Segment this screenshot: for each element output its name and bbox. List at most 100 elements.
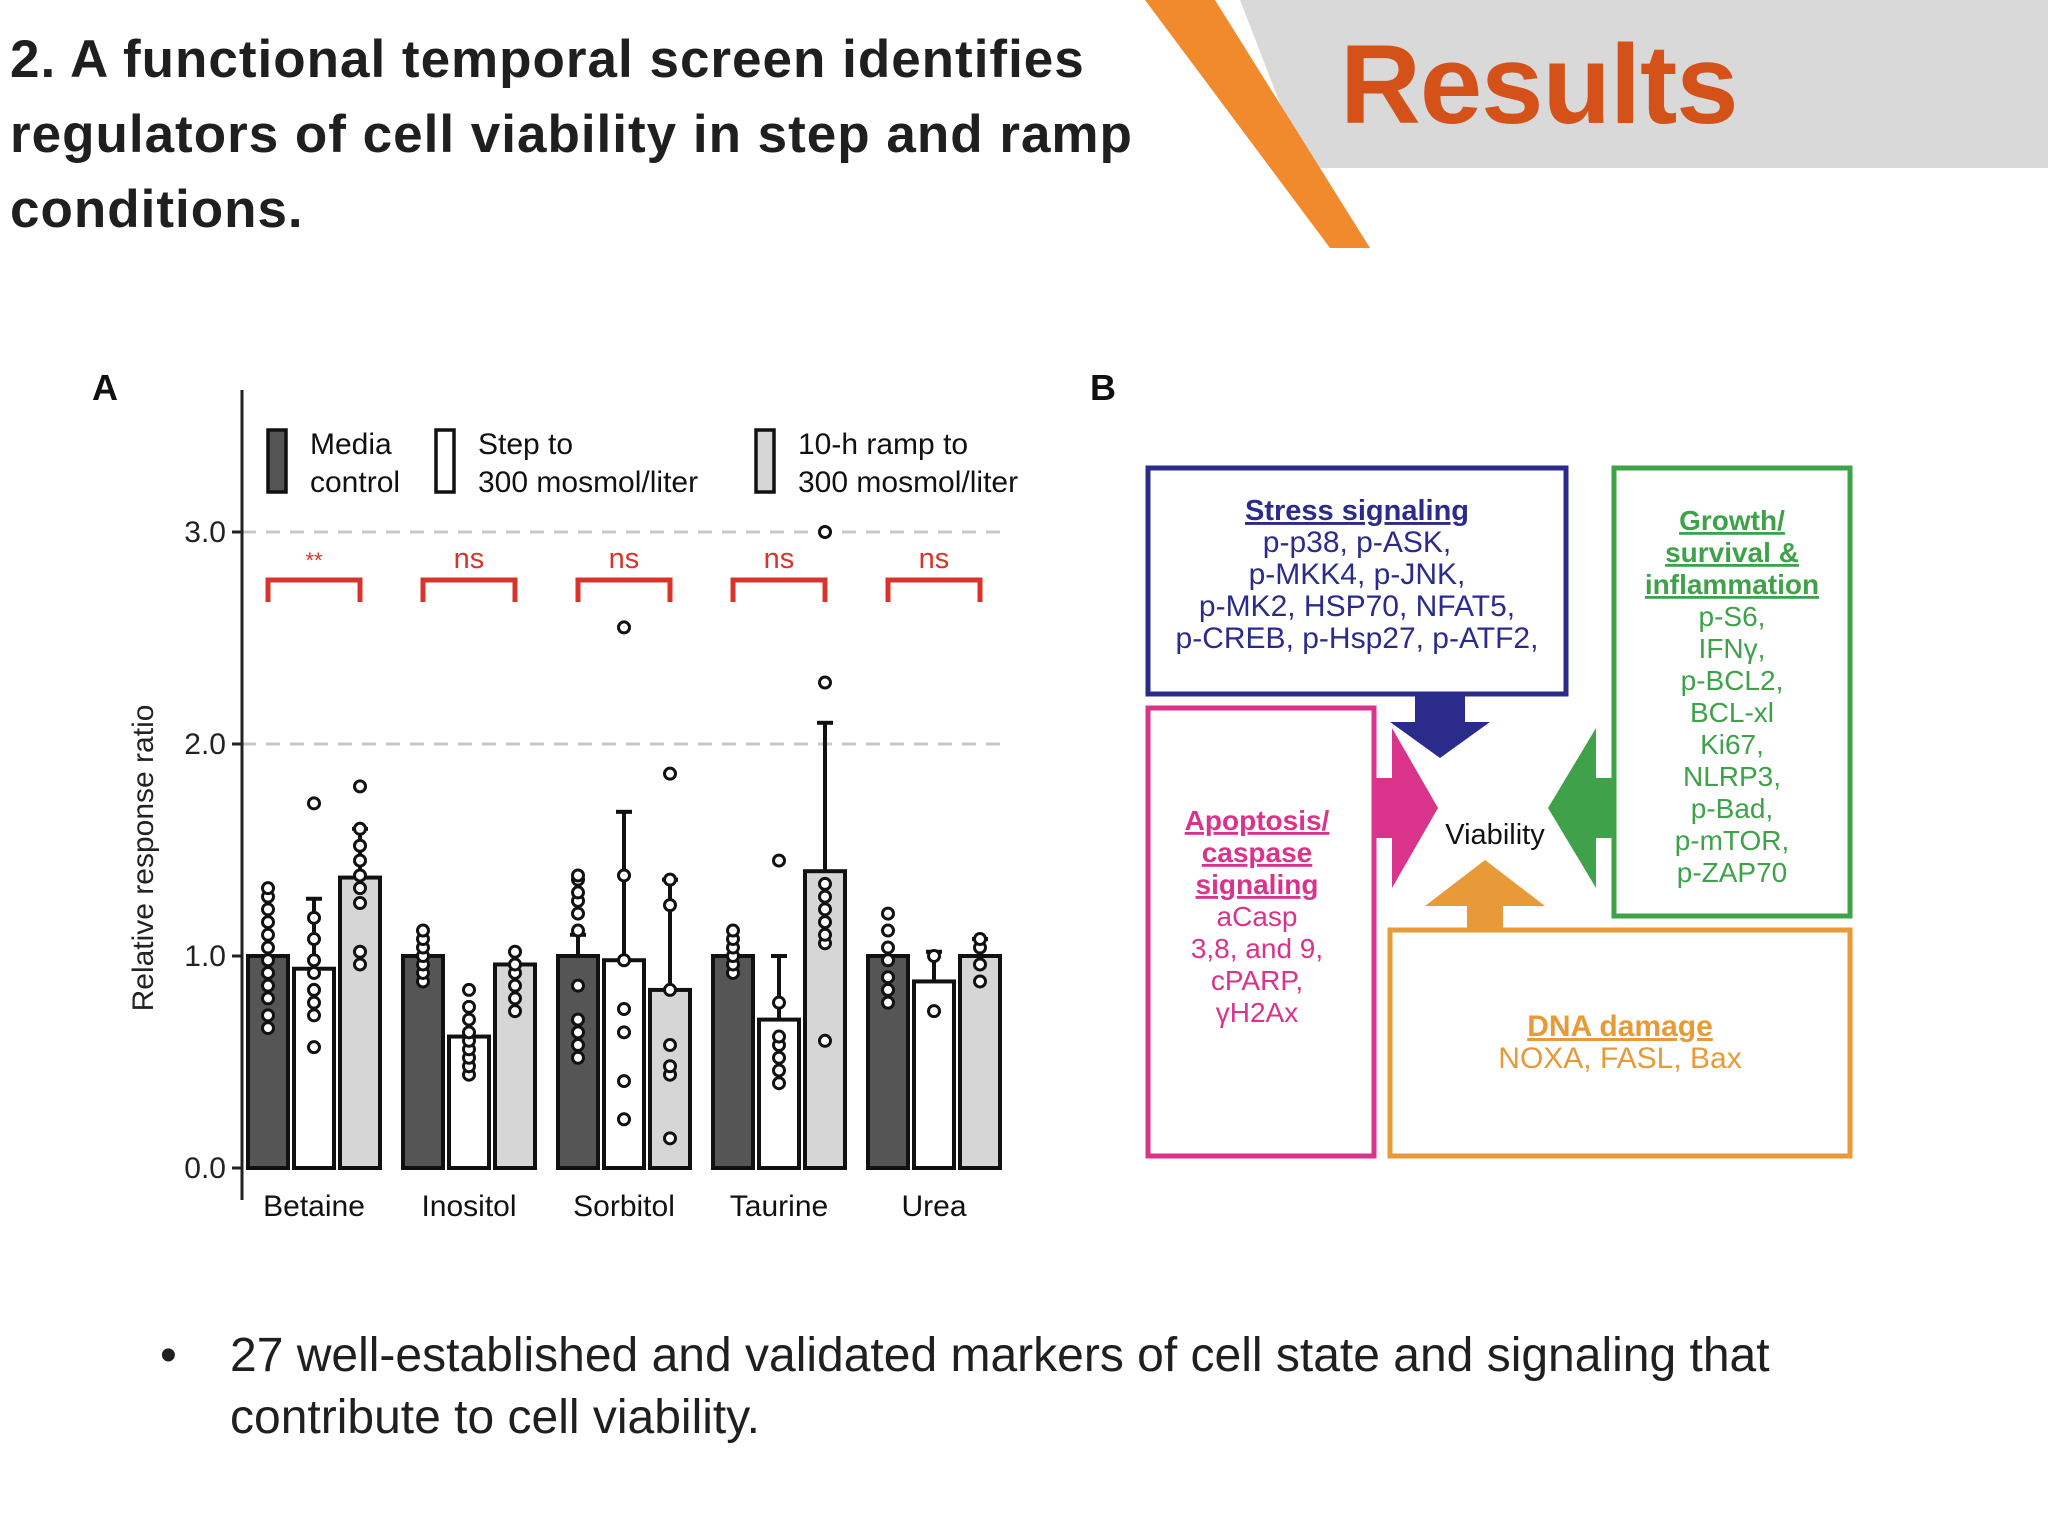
legend-swatch: [754, 428, 776, 494]
data-point: [261, 881, 275, 896]
growth-arrow-icon: [1548, 728, 1614, 888]
data-point: [508, 1004, 522, 1019]
banner-orange-stripe: [1145, 0, 1370, 248]
bar-urea-2: [958, 954, 1002, 1170]
growth-survival-box: [1611, 465, 1853, 919]
slide-title: 2. A functional temporal screen identifi…: [10, 30, 1133, 239]
bar-taurine-0: [711, 954, 755, 1170]
data-point: [307, 965, 321, 980]
data-point: [617, 620, 631, 635]
data-point: [571, 1038, 585, 1053]
data-point: [353, 944, 367, 959]
chart-gridlines: [242, 530, 1000, 746]
data-point: [307, 982, 321, 997]
data-point: [818, 675, 832, 690]
stress-line: p-MK2, HSP70, NFAT5,: [1199, 590, 1515, 623]
legend-swatch: [266, 428, 288, 494]
legend-label: Media: [310, 428, 392, 461]
x-tick-label: Taurine: [730, 1190, 828, 1223]
data-point: [617, 1002, 631, 1016]
data-point: [772, 1050, 786, 1065]
data-point: [571, 923, 585, 938]
apoptosis-line: 3,8, and 9,: [1191, 933, 1323, 964]
data-point: [617, 953, 631, 968]
data-point: [881, 953, 895, 968]
data-point: [617, 1025, 631, 1040]
apoptosis-line: aCasp: [1217, 901, 1298, 932]
data-point: [881, 982, 895, 997]
legend-label: control: [310, 466, 400, 499]
apoptosis-box: [1145, 705, 1377, 1159]
data-point: [881, 923, 895, 938]
bar-inositol-0: [401, 954, 445, 1170]
data-point: [571, 978, 585, 993]
data-point: [307, 910, 321, 925]
panel-b-diagram: B Viability Stress signaling p-p38, p-AS…: [1090, 367, 1853, 1159]
y-axis: 0.0 1.0 2.0 3.0: [184, 390, 244, 1200]
x-tick-label: Urea: [901, 1190, 966, 1223]
x-tick-label: Inositol: [421, 1190, 516, 1223]
dna-damage-line: NOXA, FASL, Bax: [1498, 1042, 1741, 1075]
data-point: [353, 896, 367, 910]
significance-bracket: [885, 577, 983, 602]
panel-a-label: A: [92, 367, 118, 408]
banner-gray-band: [1240, 0, 2048, 168]
data-point: [772, 853, 786, 868]
growth-title: inflammation: [1645, 569, 1819, 600]
data-point: [881, 906, 895, 921]
significance-label: ns: [609, 543, 640, 575]
data-point: [307, 796, 321, 811]
data-point: [462, 999, 476, 1014]
data-point: [261, 953, 275, 968]
data-point: [353, 868, 367, 883]
data-point: [261, 991, 275, 1006]
data-point: [818, 525, 832, 539]
data-point: [571, 906, 585, 921]
growth-line: NLRP3,: [1683, 761, 1781, 792]
apoptosis-title: caspase: [1202, 837, 1313, 868]
chart-legend: Media control Step to 300 mosmol/liter 10-h …: [266, 428, 1018, 499]
data-point: [772, 1076, 786, 1091]
data-point: [353, 821, 367, 836]
data-point: [307, 1008, 321, 1023]
growth-line: p-mTOR,: [1675, 825, 1790, 856]
panel-a-chart: A Media control Step to 300 mosmol/liter 10-…: [92, 367, 1018, 1223]
data-point: [307, 932, 321, 947]
data-point: [353, 957, 367, 972]
stress-arrow-icon: [1390, 694, 1490, 758]
data-point: [973, 957, 987, 972]
dna-damage-title: DNA damage: [1527, 1010, 1713, 1043]
data-point: [663, 766, 677, 781]
data-point: [772, 1029, 786, 1044]
data-point: [571, 885, 585, 900]
y-tick-label: 2.0: [184, 728, 226, 761]
data-point: [508, 957, 522, 972]
data-point: [261, 965, 275, 980]
data-point: [663, 1038, 677, 1053]
legend-swatch: [434, 428, 456, 494]
significance-bracket: [265, 577, 363, 602]
data-point: [261, 1021, 275, 1036]
apoptosis-title: signaling: [1196, 869, 1319, 900]
growth-title: survival &: [1665, 537, 1799, 568]
data-point: [571, 1025, 585, 1040]
stress-title: Stress signaling: [1245, 495, 1469, 527]
data-point: [508, 944, 522, 959]
data-point: [663, 1131, 677, 1146]
legend-label: 300 mosmol/liter: [798, 466, 1018, 499]
chart-bars: [246, 525, 1002, 1170]
apoptosis-title: Apoptosis/: [1185, 805, 1330, 836]
data-point: [818, 927, 832, 942]
data-point: [508, 991, 522, 1006]
significance-marks: ** ns ns ns ns: [265, 543, 983, 602]
panel-b-label: B: [1090, 367, 1116, 408]
data-point: [261, 940, 275, 955]
data-point: [772, 1063, 786, 1078]
data-point: [353, 853, 367, 868]
data-point: [927, 1004, 941, 1019]
growth-line: IFNγ,: [1699, 633, 1766, 664]
data-point: [927, 949, 941, 963]
data-point: [571, 1050, 585, 1065]
data-point: [818, 915, 832, 930]
data-point: [353, 838, 367, 853]
